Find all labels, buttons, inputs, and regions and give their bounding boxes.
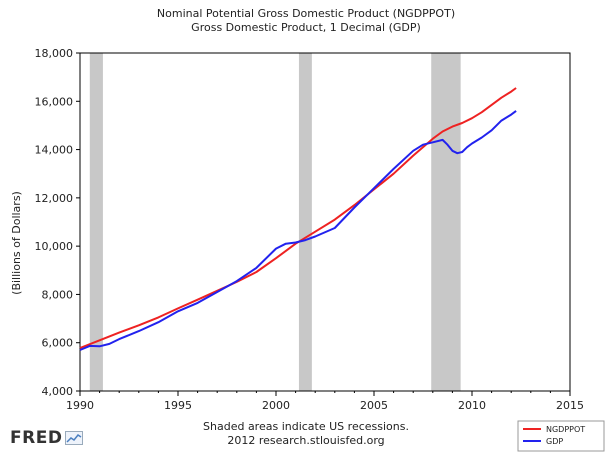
fred-logo-text: FRED	[10, 428, 63, 448]
chart-title-line-2: Gross Domestic Product, 1 Decimal (GDP)	[191, 21, 421, 34]
y-tick-label: 4,000	[42, 385, 74, 398]
series-line-ngdppot	[79, 87, 517, 349]
y-tick-label: 6,000	[42, 337, 74, 350]
x-tick-label: 2015	[556, 399, 584, 412]
recession-band-1	[298, 53, 312, 391]
fred-logo[interactable]: FRED	[10, 428, 84, 448]
legend-box	[517, 420, 605, 452]
series-layer	[79, 87, 517, 351]
y-tick-label: 8,000	[42, 288, 74, 301]
axes-layer: 4,000 6,000 8,000 10,000 12,000 14,000 16,000 1…	[35, 47, 585, 412]
fred-graph-icon	[65, 431, 84, 445]
legend-label-gdp: GDP	[546, 437, 563, 446]
legend: NGDPPOT GDP	[517, 420, 605, 452]
recession-band-2	[431, 53, 461, 391]
recession-band-0	[89, 53, 103, 391]
x-tick-label: 2005	[360, 399, 388, 412]
footer-note: Shaded areas indicate US recessions.	[203, 420, 409, 433]
y-tick-label: 14,000	[35, 144, 74, 157]
y-tick-label: 10,000	[35, 240, 74, 253]
x-tick-label: 1995	[164, 399, 192, 412]
recession-layer	[89, 53, 461, 391]
plot-frame	[79, 52, 571, 392]
x-tick-label: 2000	[262, 399, 290, 412]
y-tick-label: 16,000	[35, 95, 74, 108]
y-axis-label: (Billions of Dollars)	[10, 191, 23, 295]
footer-source[interactable]: 2012 research.stlouisfed.org	[227, 434, 385, 447]
series-line-gdp	[79, 110, 517, 351]
y-tick-label: 12,000	[35, 192, 74, 205]
x-tick-label: 1990	[66, 399, 94, 412]
y-tick-label: 18,000	[35, 47, 74, 60]
legend-label-ngdppot: NGDPPOT	[546, 425, 585, 434]
chart-title-line-1: Nominal Potential Gross Domestic Product…	[156, 7, 456, 20]
x-tick-label: 2010	[458, 399, 486, 412]
